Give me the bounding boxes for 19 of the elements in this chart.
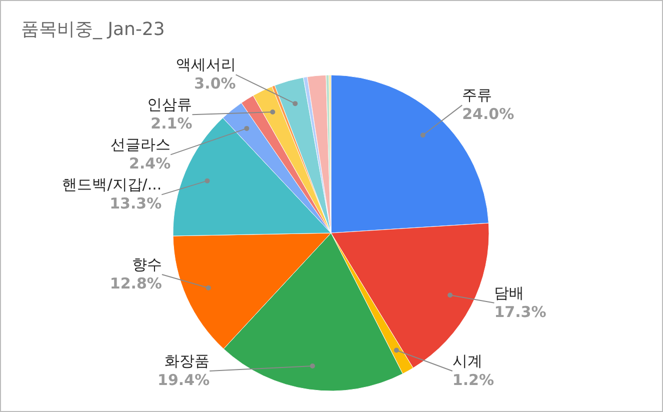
- data-label: 13.3%: [110, 194, 162, 213]
- slice-label: 인삼류: [147, 96, 192, 114]
- slice-label: 담배: [494, 284, 524, 302]
- slice-label: 액세서리: [176, 56, 236, 74]
- slice-label: 향수: [132, 255, 162, 274]
- data-label: 2.4%: [129, 154, 171, 173]
- data-label: 1.2%: [452, 371, 494, 389]
- data-label: 2.1%: [150, 114, 192, 133]
- slice-label: 선글라스: [110, 136, 171, 154]
- chart-title: 품목비중_ Jan-23: [21, 19, 165, 40]
- slice-label: 화장품: [164, 352, 210, 370]
- data-label: 3.0%: [194, 74, 236, 93]
- data-label: 12.8%: [110, 274, 162, 292]
- data-label: 19.4%: [158, 371, 210, 389]
- slice-label: 핸드백/지갑/...: [62, 176, 162, 194]
- slice-label: 주류: [462, 86, 492, 104]
- slice-label: 시계: [452, 352, 482, 370]
- data-label: 17.3%: [494, 302, 546, 321]
- data-label: 24.0%: [462, 105, 514, 124]
